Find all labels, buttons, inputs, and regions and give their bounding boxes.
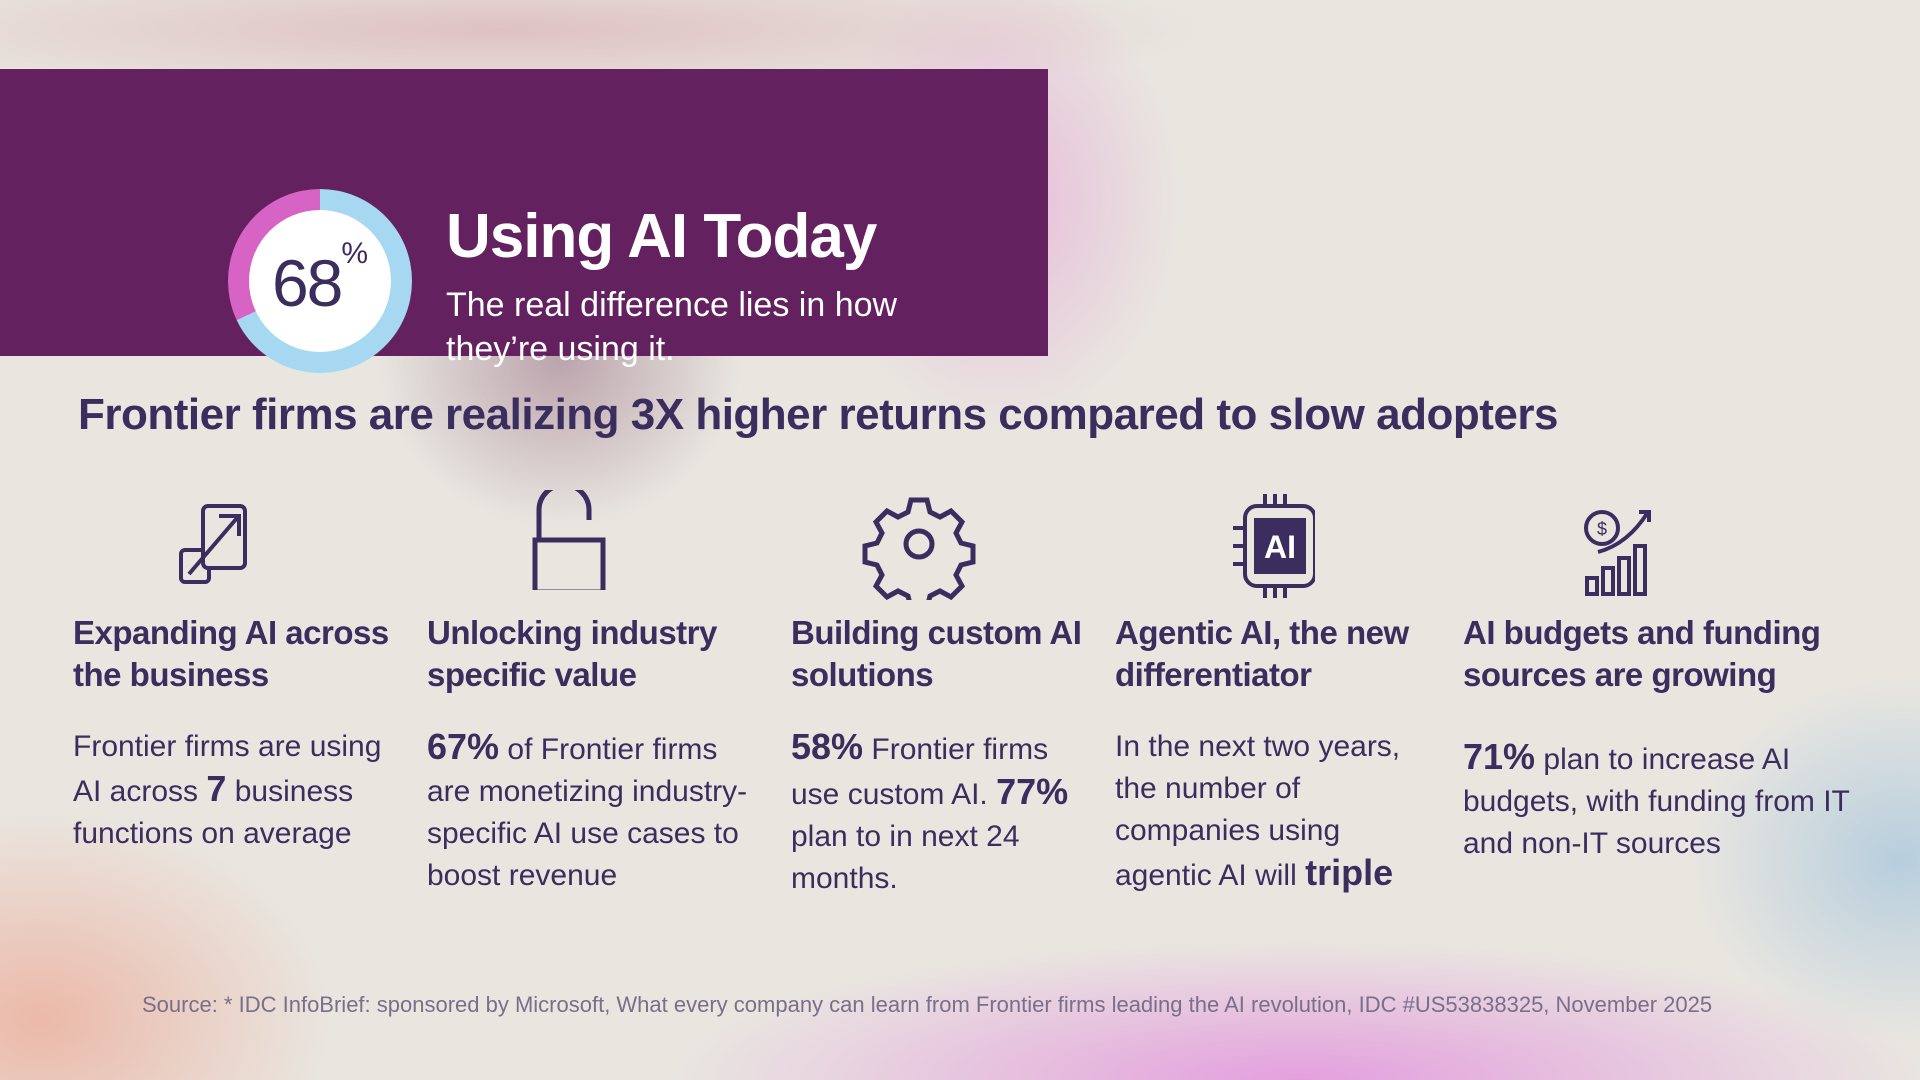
column-heading: Agentic AI, the new differentiator [1115,614,1409,693]
column-heading: Unlocking industry specific value [427,614,717,693]
unlocked-padlock-icon [427,490,767,600]
column-heading: AI budgets and funding sources are growi… [1463,614,1821,693]
column-body: Frontier firms are using AI across 7 bus… [73,726,413,855]
banner-title: Using AI Today [446,202,877,271]
column-unlocking: Unlocking industry specific value 67% of… [427,490,767,897]
gear-icon [791,490,1091,600]
svg-text:$: $ [1597,519,1607,539]
highlight-stat: triple [1305,852,1394,893]
chip-label: AI [1264,529,1296,565]
highlight-stat: 58% [791,726,864,767]
column-budgets: $ AI budgets and funding sources are gro… [1463,490,1863,865]
column-agentic: AI Agentic AI, the new differentiator In… [1115,490,1445,897]
body-text: plan to in next 24 months. [791,820,1020,895]
percentage-ring: 68% [228,189,412,373]
column-heading: Expanding AI across the business [73,614,389,693]
body-text: plan to increase AI budgets, with fundin… [1463,743,1850,860]
source-note: Source: * IDC InfoBrief: sponsored by Mi… [142,992,1713,1017]
banner-subtitle: The real difference lies in how they’re … [446,286,898,368]
body-text: business functions on average [73,775,354,850]
column-body: In the next two years, the number of com… [1115,726,1445,897]
highlight-stat: 67% [427,726,500,767]
body-text: of Frontier firms are monetizing industr… [427,733,748,892]
percentage-value: 68% [271,237,369,320]
column-body: 67% of Frontier firms are monetizing ind… [427,726,767,897]
expand-arrow-icon [73,490,413,600]
column-expanding: Expanding AI across the business Frontie… [73,490,413,855]
column-heading: Building custom AI solutions [791,614,1082,693]
column-body: 71% plan to increase AI budgets, with fu… [1463,736,1863,865]
ai-chip-icon: AI [1115,490,1445,600]
body-text: Frontier firms use custom AI. [791,733,1049,811]
body-text: In the next two years, the number of com… [1115,730,1401,892]
highlight-stat: 7 [206,768,227,809]
headline: Frontier firms are realizing 3X higher r… [78,390,1558,439]
body-text: Frontier firms are using AI across [73,730,382,808]
highlight-stat: 71% [1463,736,1536,777]
growth-chart-dollar-icon: $ [1463,490,1863,600]
hero-banner: 68% Using AI Today The real difference l… [0,69,1048,373]
column-body: 58% Frontier firms use custom AI. 77% pl… [791,726,1091,900]
column-building: Building custom AI solutions 58% Frontie… [791,490,1091,900]
highlight-stat: 77% [996,771,1069,812]
